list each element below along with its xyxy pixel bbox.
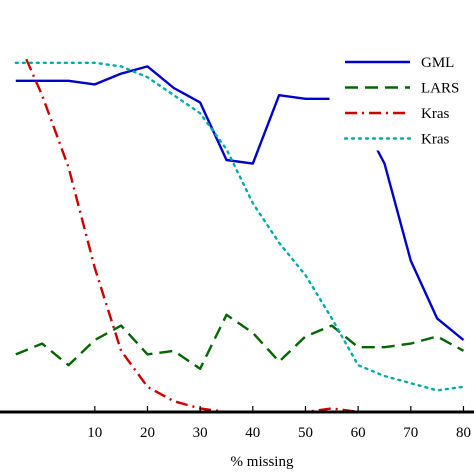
legend-label-1: GML xyxy=(421,55,454,71)
legend-label-2: LARS xyxy=(421,81,459,97)
legend-box xyxy=(329,39,474,151)
series-line-4 xyxy=(14,61,465,392)
x-tick-label: 60 xyxy=(351,425,366,441)
legend: GML LARS Kras Kras xyxy=(329,39,474,151)
x-tick-label: 10 xyxy=(87,425,102,441)
axes-layer: 10 20 30 40 50 60 70 80 xyxy=(0,406,474,441)
legend-label-3: Kras xyxy=(421,106,449,122)
x-tick-label: 80 xyxy=(456,425,471,441)
series-layer xyxy=(14,58,465,414)
x-axis-label: % missing xyxy=(231,454,294,470)
x-tick-label: 20 xyxy=(140,425,155,441)
x-tick-label: 50 xyxy=(298,425,313,441)
x-tick-label: 70 xyxy=(403,425,418,441)
series-line-1 xyxy=(15,65,465,341)
series-line-3 xyxy=(25,58,464,414)
x-tick-label: 30 xyxy=(193,425,208,441)
legend-label-4: Kras xyxy=(421,132,449,148)
x-tick-label: 40 xyxy=(245,425,260,441)
series-line-2 xyxy=(15,313,465,370)
